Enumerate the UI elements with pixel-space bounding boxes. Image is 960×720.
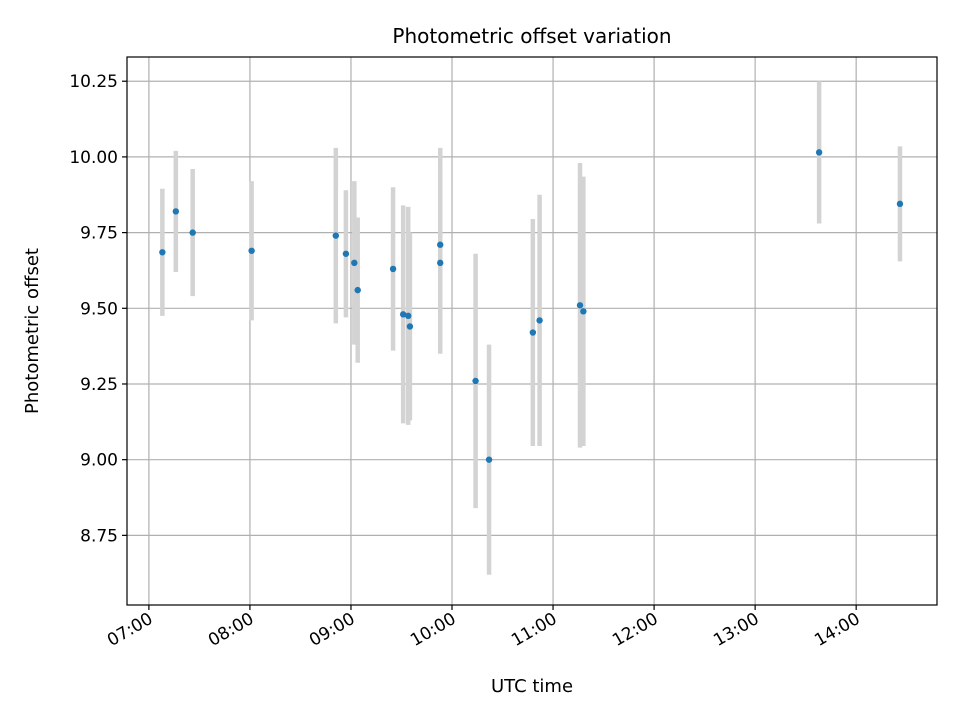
data-point xyxy=(472,377,479,385)
data-point xyxy=(406,323,414,330)
y-tick-label: 9.00 xyxy=(80,451,118,471)
data-point xyxy=(389,265,397,273)
data-point xyxy=(580,308,587,315)
data-point xyxy=(485,456,493,463)
y-tick-label: 8.75 xyxy=(80,526,118,546)
y-tick-label: 9.25 xyxy=(80,375,118,395)
data-point xyxy=(159,249,166,256)
y-tick-label: 9.75 xyxy=(80,224,118,244)
y-axis-label: Photometric offset xyxy=(22,248,43,414)
y-axis-ticks: 8.75 9.00 9.25 9.50 9.75 10.00 10.25 xyxy=(69,72,127,546)
data-point xyxy=(399,311,407,318)
data-point xyxy=(354,286,361,294)
data-point xyxy=(896,200,904,208)
y-tick-label: 10.25 xyxy=(69,72,118,92)
data-point xyxy=(172,208,180,215)
chart-title: Photometric offset variation xyxy=(392,24,671,48)
x-axis-label: UTC time xyxy=(491,676,573,697)
data-point xyxy=(342,250,350,257)
data-point xyxy=(576,302,584,309)
data-point xyxy=(529,329,537,336)
data-point xyxy=(248,247,255,254)
data-point xyxy=(437,241,444,248)
plot-frame xyxy=(126,56,938,606)
data-point xyxy=(536,317,543,324)
data-point xyxy=(815,149,823,156)
data-point xyxy=(332,232,340,239)
y-tick-label: 9.50 xyxy=(80,299,118,319)
data-point xyxy=(351,259,358,267)
y-tick-label: 10.00 xyxy=(69,148,118,168)
data-points xyxy=(159,149,904,463)
data-point xyxy=(405,312,412,320)
data-point xyxy=(189,229,196,236)
data-point xyxy=(437,259,444,267)
